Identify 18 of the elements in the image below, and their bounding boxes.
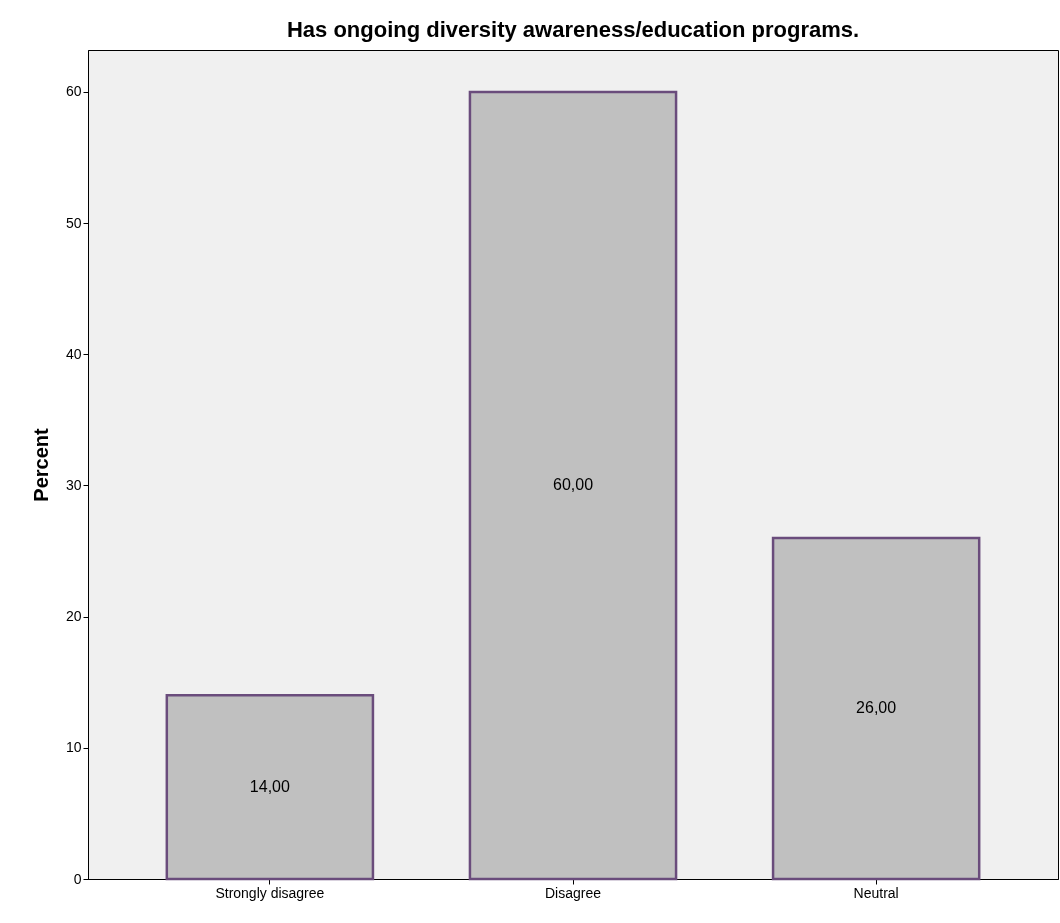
bar xyxy=(771,536,981,881)
bar xyxy=(165,694,375,881)
y-tick-label: 40 xyxy=(65,345,82,362)
y-tick-label: 10 xyxy=(65,739,82,756)
bar xyxy=(468,90,678,881)
x-tick-label: Neutral xyxy=(853,884,899,901)
x-tick-label: Disagree xyxy=(544,884,602,901)
data-label: 60,00 xyxy=(552,476,594,494)
chart-title: Has ongoing diversity awareness/education programs. xyxy=(286,17,860,42)
y-tick-label: 20 xyxy=(65,608,82,625)
y-tick-label: 30 xyxy=(65,476,82,493)
y-tick-label: 50 xyxy=(65,214,82,231)
x-tick-label: Strongly disagree xyxy=(215,884,325,901)
y-tick-label: 60 xyxy=(65,83,82,100)
y-axis-title: Percent xyxy=(29,427,52,502)
y-tick-label: 0 xyxy=(73,870,82,887)
data-label: 26,00 xyxy=(856,699,897,717)
data-label: 14,00 xyxy=(249,778,290,796)
